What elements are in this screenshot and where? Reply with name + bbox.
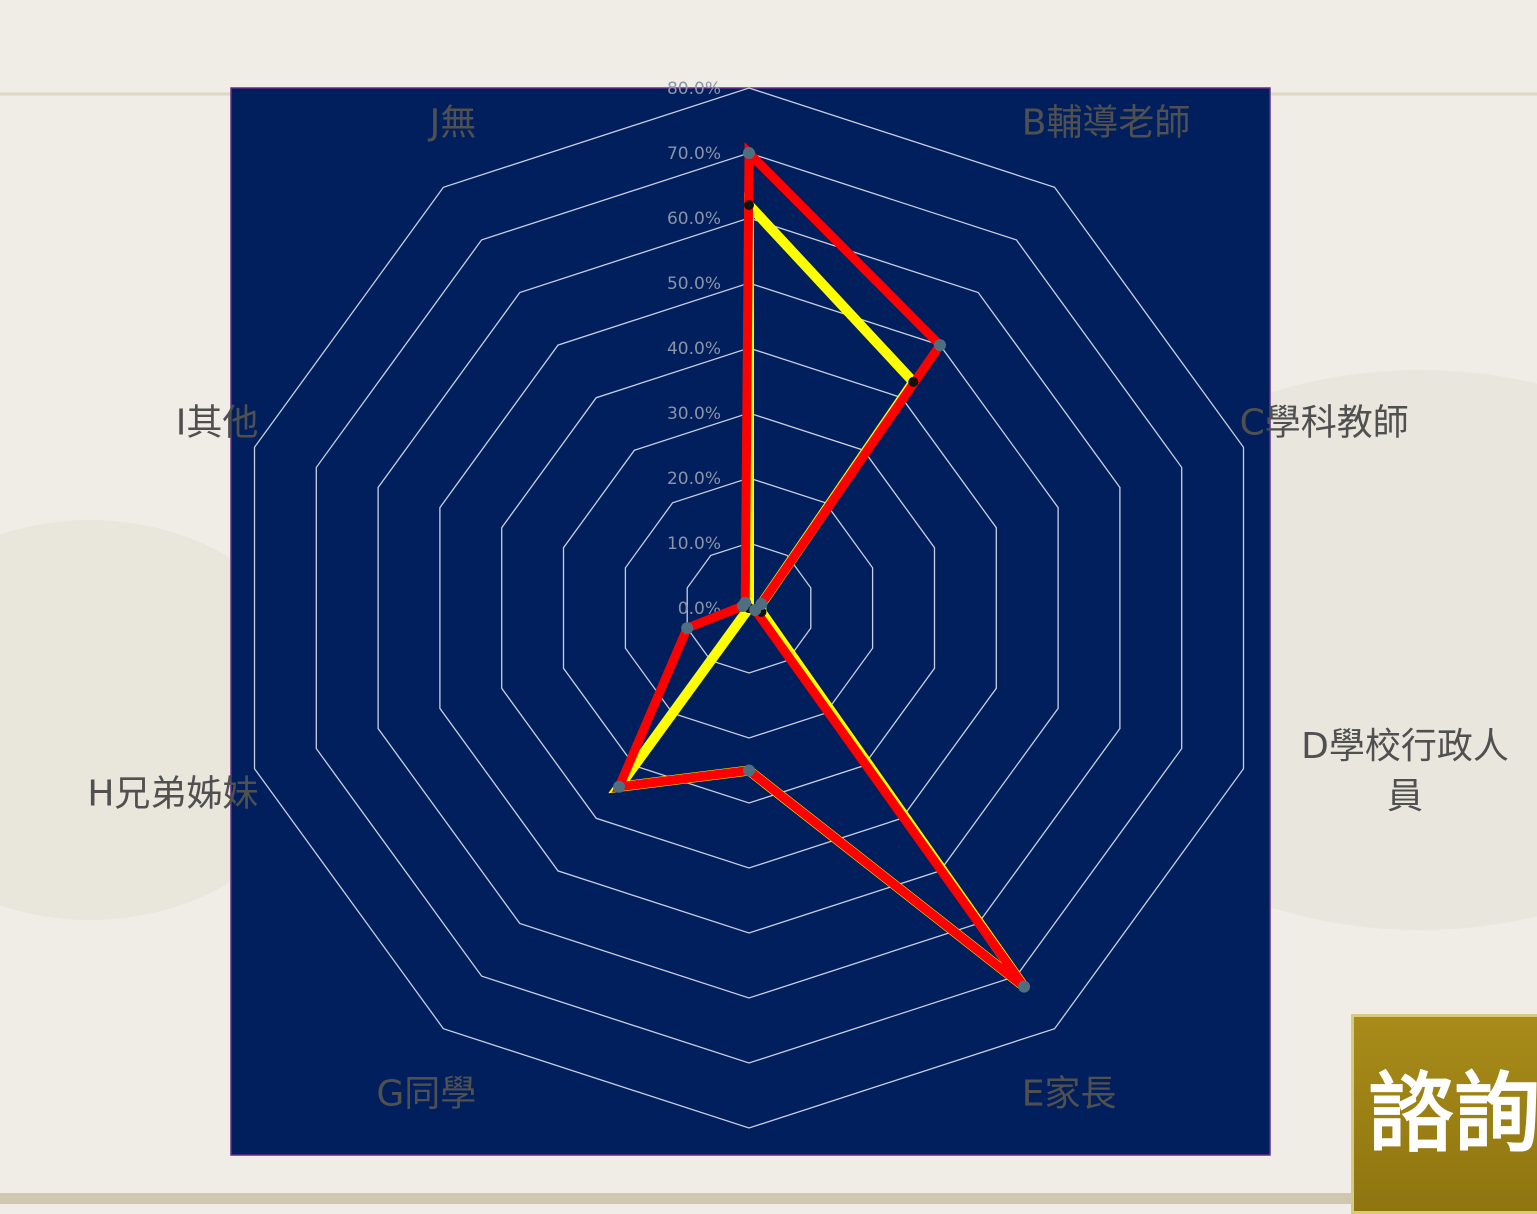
data-point — [613, 780, 626, 793]
badge-text: 諮詢 — [1368, 1064, 1537, 1164]
grid-ring-3 — [562, 412, 936, 804]
data-point — [744, 200, 754, 210]
category-label: J無 — [428, 103, 477, 144]
tick-label: 60.0% — [667, 209, 721, 229]
data-point — [681, 622, 694, 635]
category-label: D學校行政人員 — [1301, 726, 1509, 817]
grid-ring-1 — [686, 542, 812, 674]
grid-ring-6 — [377, 217, 1121, 999]
category-label: H兄弟姊妹 — [87, 773, 258, 814]
category-label: I其他 — [176, 403, 259, 444]
data-point — [908, 376, 919, 387]
tick-label: 20.0% — [667, 469, 721, 489]
category-label: A導師 — [701, 0, 798, 5]
data-series — [608, 142, 1031, 993]
data-point — [749, 604, 762, 616]
data-point — [934, 339, 946, 352]
data-point — [739, 596, 752, 609]
grid-ring-5 — [439, 282, 1059, 934]
tick-label: 40.0% — [667, 339, 721, 359]
category-label: G同學 — [376, 1073, 476, 1114]
category-labels: A導師B輔導老師C學科教師D學校行政人員E家長F親戚或長輩G同學H兄弟姊妹I其他… — [87, 0, 1509, 1114]
category-label: E家長 — [1022, 1073, 1117, 1114]
tick-label: 0.0% — [678, 599, 721, 619]
tick-label: 30.0% — [667, 404, 721, 424]
grid-ring-7 — [315, 152, 1183, 1064]
grid-ring-4 — [501, 347, 997, 869]
category-label: B輔導老師 — [1022, 103, 1191, 144]
data-point — [1018, 980, 1031, 993]
series-2-points — [613, 147, 1031, 993]
tick-label: 70.0% — [667, 144, 721, 164]
category-label: C學科教師 — [1240, 403, 1409, 444]
consultation-badge: 諮詢 — [1351, 1014, 1537, 1214]
tick-label: 50.0% — [667, 274, 721, 294]
grid-ring-8 — [253, 87, 1245, 1129]
grid-ring-2 — [624, 477, 874, 739]
data-point — [743, 764, 755, 777]
data-point — [743, 147, 755, 159]
tick-label: 10.0% — [667, 534, 721, 554]
radial-tick-labels: 0.0% 10.0% 20.0% 30.0% 40.0% 50.0% 60.0% 70.0% 8… — [667, 79, 721, 619]
tick-label: 80.0% — [667, 79, 721, 99]
radar-grid — [253, 87, 1245, 1129]
